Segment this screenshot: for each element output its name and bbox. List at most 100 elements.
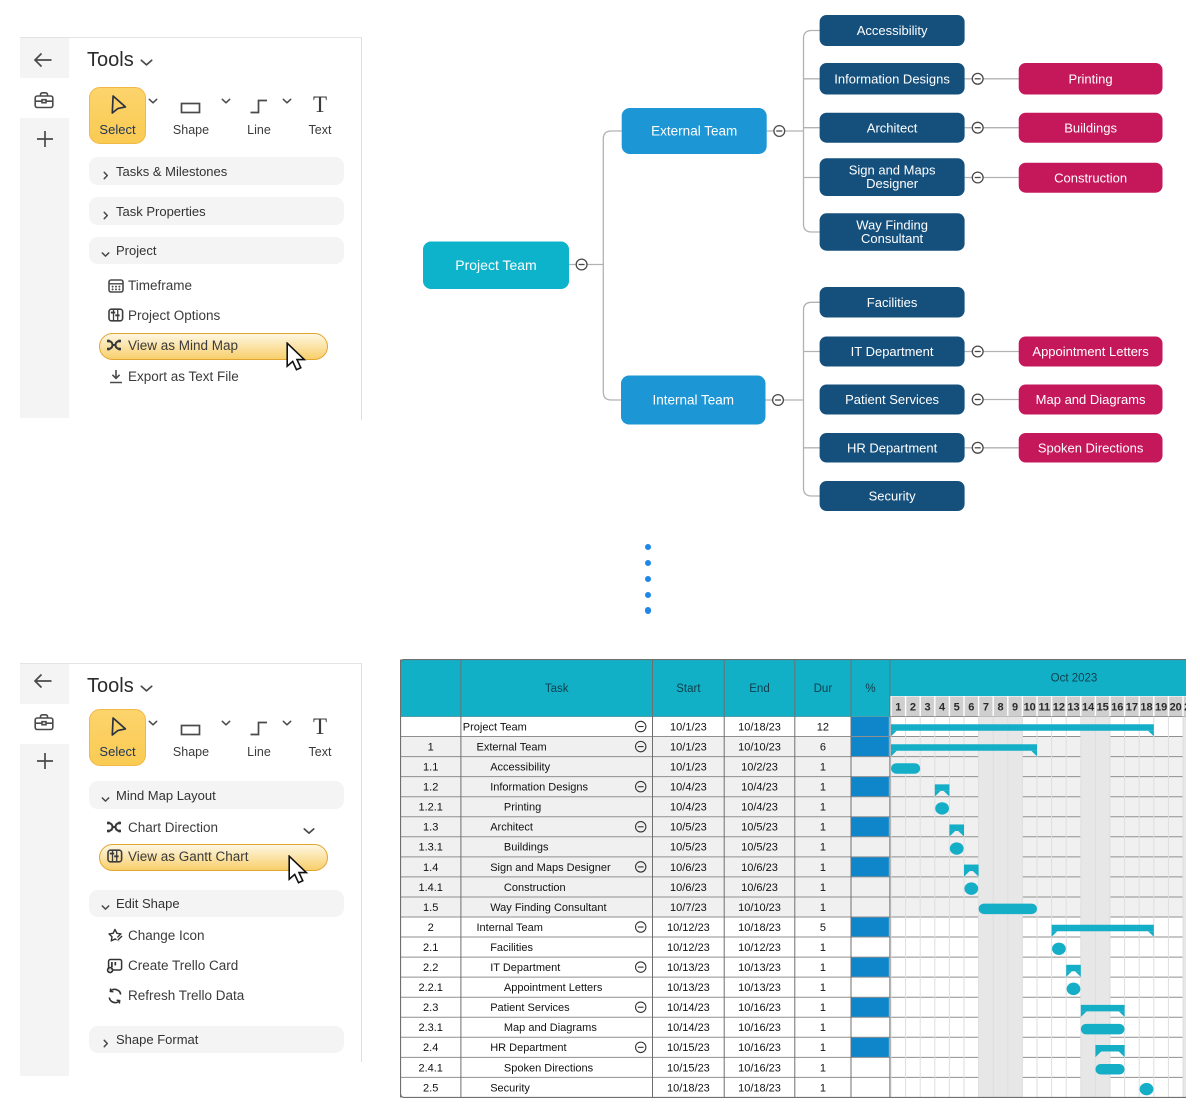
svg-text:1: 1 [820, 1002, 826, 1014]
svg-text:Consultant: Consultant [861, 231, 924, 246]
svg-text:Dur: Dur [814, 683, 833, 695]
svg-text:10/14/23: 10/14/23 [667, 1022, 710, 1034]
svg-text:2.4: 2.4 [423, 1042, 438, 1054]
svg-text:10/15/23: 10/15/23 [667, 1062, 710, 1074]
svg-text:Architect: Architect [490, 822, 533, 834]
svg-text:10/12/23: 10/12/23 [667, 942, 710, 954]
svg-text:2.3.1: 2.3.1 [418, 1022, 442, 1034]
svg-text:15: 15 [1097, 702, 1109, 714]
svg-text:10/5/23: 10/5/23 [670, 842, 707, 854]
svg-text:2.5: 2.5 [423, 1082, 438, 1094]
svg-text:10/12/23: 10/12/23 [738, 942, 781, 954]
svg-text:11: 11 [1038, 702, 1050, 714]
svg-text:10/4/23: 10/4/23 [670, 782, 707, 794]
svg-text:Way Finding Consultant: Way Finding Consultant [490, 902, 606, 914]
svg-text:1: 1 [820, 902, 826, 914]
svg-text:IT Department: IT Department [851, 344, 934, 359]
svg-text:10/10/23: 10/10/23 [738, 741, 781, 753]
svg-text:2.2: 2.2 [423, 962, 438, 974]
svg-text:10/1/23: 10/1/23 [670, 741, 707, 753]
svg-text:Printing: Printing [504, 802, 541, 814]
svg-text:1: 1 [820, 1022, 826, 1034]
svg-text:1.3.1: 1.3.1 [418, 842, 442, 854]
svg-text:Accessibility: Accessibility [490, 762, 550, 774]
svg-text:Buildings: Buildings [1064, 120, 1117, 135]
svg-text:1.4: 1.4 [423, 862, 438, 874]
svg-text:5: 5 [954, 702, 960, 714]
svg-text:13: 13 [1067, 702, 1079, 714]
svg-text:Printing: Printing [1069, 71, 1113, 86]
svg-text:10/18/23: 10/18/23 [738, 922, 781, 934]
svg-text:End: End [749, 683, 769, 695]
svg-text:Map and Diagrams: Map and Diagrams [504, 1022, 597, 1034]
svg-text:Security: Security [869, 489, 916, 504]
svg-text:10/12/23: 10/12/23 [667, 922, 710, 934]
svg-text:5: 5 [820, 922, 826, 934]
svg-text:10/13/23: 10/13/23 [667, 982, 710, 994]
svg-text:Information Designs: Information Designs [834, 71, 950, 86]
svg-text:10/18/23: 10/18/23 [738, 1082, 781, 1094]
svg-text:2.1: 2.1 [423, 942, 438, 954]
svg-text:1.2.1: 1.2.1 [418, 802, 442, 814]
svg-text:%: % [865, 683, 875, 695]
svg-text:Project Team: Project Team [455, 257, 536, 273]
svg-text:Designer: Designer [866, 176, 919, 191]
svg-text:6: 6 [820, 741, 826, 753]
svg-text:1: 1 [820, 1062, 826, 1074]
svg-text:Appointment Letters: Appointment Letters [1032, 344, 1149, 359]
svg-text:12: 12 [1053, 702, 1065, 714]
svg-text:Facilities: Facilities [867, 295, 918, 310]
svg-text:10/16/23: 10/16/23 [738, 1002, 781, 1014]
svg-text:10/16/23: 10/16/23 [738, 1062, 781, 1074]
svg-text:14: 14 [1082, 702, 1095, 714]
svg-text:HR Department: HR Department [490, 1042, 566, 1054]
svg-text:Spoken Directions: Spoken Directions [1038, 440, 1144, 455]
svg-text:Patient Services: Patient Services [845, 392, 939, 407]
svg-text:1: 1 [820, 862, 826, 874]
svg-text:1: 1 [820, 1082, 826, 1094]
svg-text:2.4.1: 2.4.1 [418, 1062, 442, 1074]
svg-text:1: 1 [820, 942, 826, 954]
svg-text:Task: Task [545, 683, 569, 695]
svg-text:1: 1 [820, 782, 826, 794]
svg-text:1.3: 1.3 [423, 822, 438, 834]
svg-text:1.2: 1.2 [423, 782, 438, 794]
svg-text:10/16/23: 10/16/23 [738, 1042, 781, 1054]
svg-text:10/1/23: 10/1/23 [670, 762, 707, 774]
svg-text:2: 2 [910, 702, 916, 714]
svg-text:1.1: 1.1 [423, 762, 438, 774]
svg-text:Accessibility: Accessibility [857, 23, 928, 38]
svg-text:Internal Team: Internal Team [477, 922, 543, 934]
svg-text:1.4.1: 1.4.1 [418, 882, 442, 894]
svg-text:10/16/23: 10/16/23 [738, 1022, 781, 1034]
svg-text:10/4/23: 10/4/23 [741, 802, 778, 814]
svg-text:Construction: Construction [504, 882, 566, 894]
svg-text:Security: Security [490, 1082, 530, 1094]
svg-text:10/4/23: 10/4/23 [670, 802, 707, 814]
svg-text:Architect: Architect [867, 120, 918, 135]
svg-text:16: 16 [1111, 702, 1123, 714]
svg-text:Map and Diagrams: Map and Diagrams [1036, 392, 1146, 407]
svg-text:1: 1 [428, 741, 434, 753]
svg-text:10/2/23: 10/2/23 [741, 762, 778, 774]
svg-text:Facilities: Facilities [490, 942, 533, 954]
svg-text:10/5/23: 10/5/23 [741, 842, 778, 854]
svg-text:Information Designs: Information Designs [490, 782, 588, 794]
svg-text:1.5: 1.5 [423, 902, 438, 914]
svg-text:1: 1 [820, 762, 826, 774]
svg-text:10/6/23: 10/6/23 [670, 882, 707, 894]
svg-text:10/14/23: 10/14/23 [667, 1002, 710, 1014]
svg-text:Start: Start [676, 683, 701, 695]
svg-text:1: 1 [820, 1042, 826, 1054]
svg-text:7: 7 [983, 702, 989, 714]
svg-text:10/18/23: 10/18/23 [667, 1082, 710, 1094]
svg-text:20: 20 [1170, 702, 1182, 714]
svg-text:10/5/23: 10/5/23 [670, 822, 707, 834]
svg-text:Project Team: Project Team [463, 721, 527, 733]
svg-text:10/4/23: 10/4/23 [741, 782, 778, 794]
svg-text:External Team: External Team [651, 124, 737, 139]
svg-text:6: 6 [968, 702, 974, 714]
svg-text:1: 1 [820, 962, 826, 974]
svg-text:4: 4 [939, 702, 946, 714]
svg-text:10/13/23: 10/13/23 [738, 982, 781, 994]
